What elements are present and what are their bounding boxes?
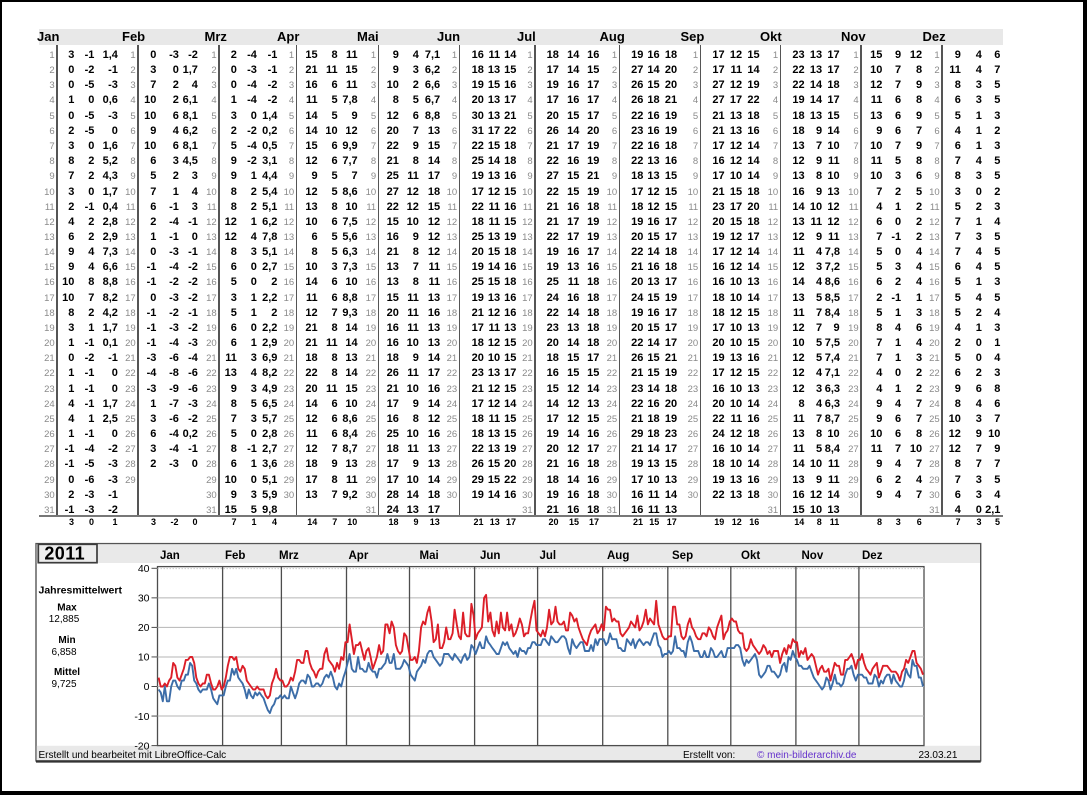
svg-text:23.03.21: 23.03.21 <box>919 750 958 761</box>
svg-text:2011: 2011 <box>44 544 85 564</box>
svg-text:Mittel: Mittel <box>54 667 80 678</box>
svg-text:Max: Max <box>57 602 77 613</box>
svg-text:Sep: Sep <box>672 550 693 562</box>
svg-text:Min: Min <box>58 635 75 646</box>
svg-text:Nov: Nov <box>802 550 824 562</box>
svg-text:Mai: Mai <box>420 550 439 562</box>
svg-text:9,725: 9,725 <box>51 679 76 690</box>
svg-text:40: 40 <box>138 563 150 575</box>
svg-text:-20: -20 <box>134 740 149 752</box>
svg-text:Jul: Jul <box>540 550 557 562</box>
svg-text:Jun: Jun <box>480 550 500 562</box>
svg-text:Jahresmittelwert: Jahresmittelwert <box>39 585 123 597</box>
svg-text:Jan: Jan <box>160 550 180 562</box>
svg-text:Aug: Aug <box>607 550 629 562</box>
svg-text:6,858: 6,858 <box>51 647 76 658</box>
svg-text:Feb: Feb <box>225 550 245 562</box>
svg-text:Dez: Dez <box>862 550 883 562</box>
svg-text:0: 0 <box>144 681 150 693</box>
svg-text:Okt: Okt <box>741 550 760 562</box>
svg-text:10: 10 <box>138 652 150 664</box>
svg-text:30: 30 <box>138 593 150 605</box>
svg-text:Erstellt von:: Erstellt von: <box>683 750 735 761</box>
svg-text:Apr: Apr <box>349 550 369 562</box>
svg-text:Erstellt und bearbeitet mit Li: Erstellt und bearbeitet mit LibreOffice-… <box>39 750 227 761</box>
svg-text:12,885: 12,885 <box>49 614 80 625</box>
svg-text:-10: -10 <box>134 711 149 723</box>
svg-text:Mrz: Mrz <box>279 550 299 562</box>
svg-text:© mein-bilderarchiv.de: © mein-bilderarchiv.de <box>757 750 857 761</box>
svg-text:20: 20 <box>138 622 150 634</box>
